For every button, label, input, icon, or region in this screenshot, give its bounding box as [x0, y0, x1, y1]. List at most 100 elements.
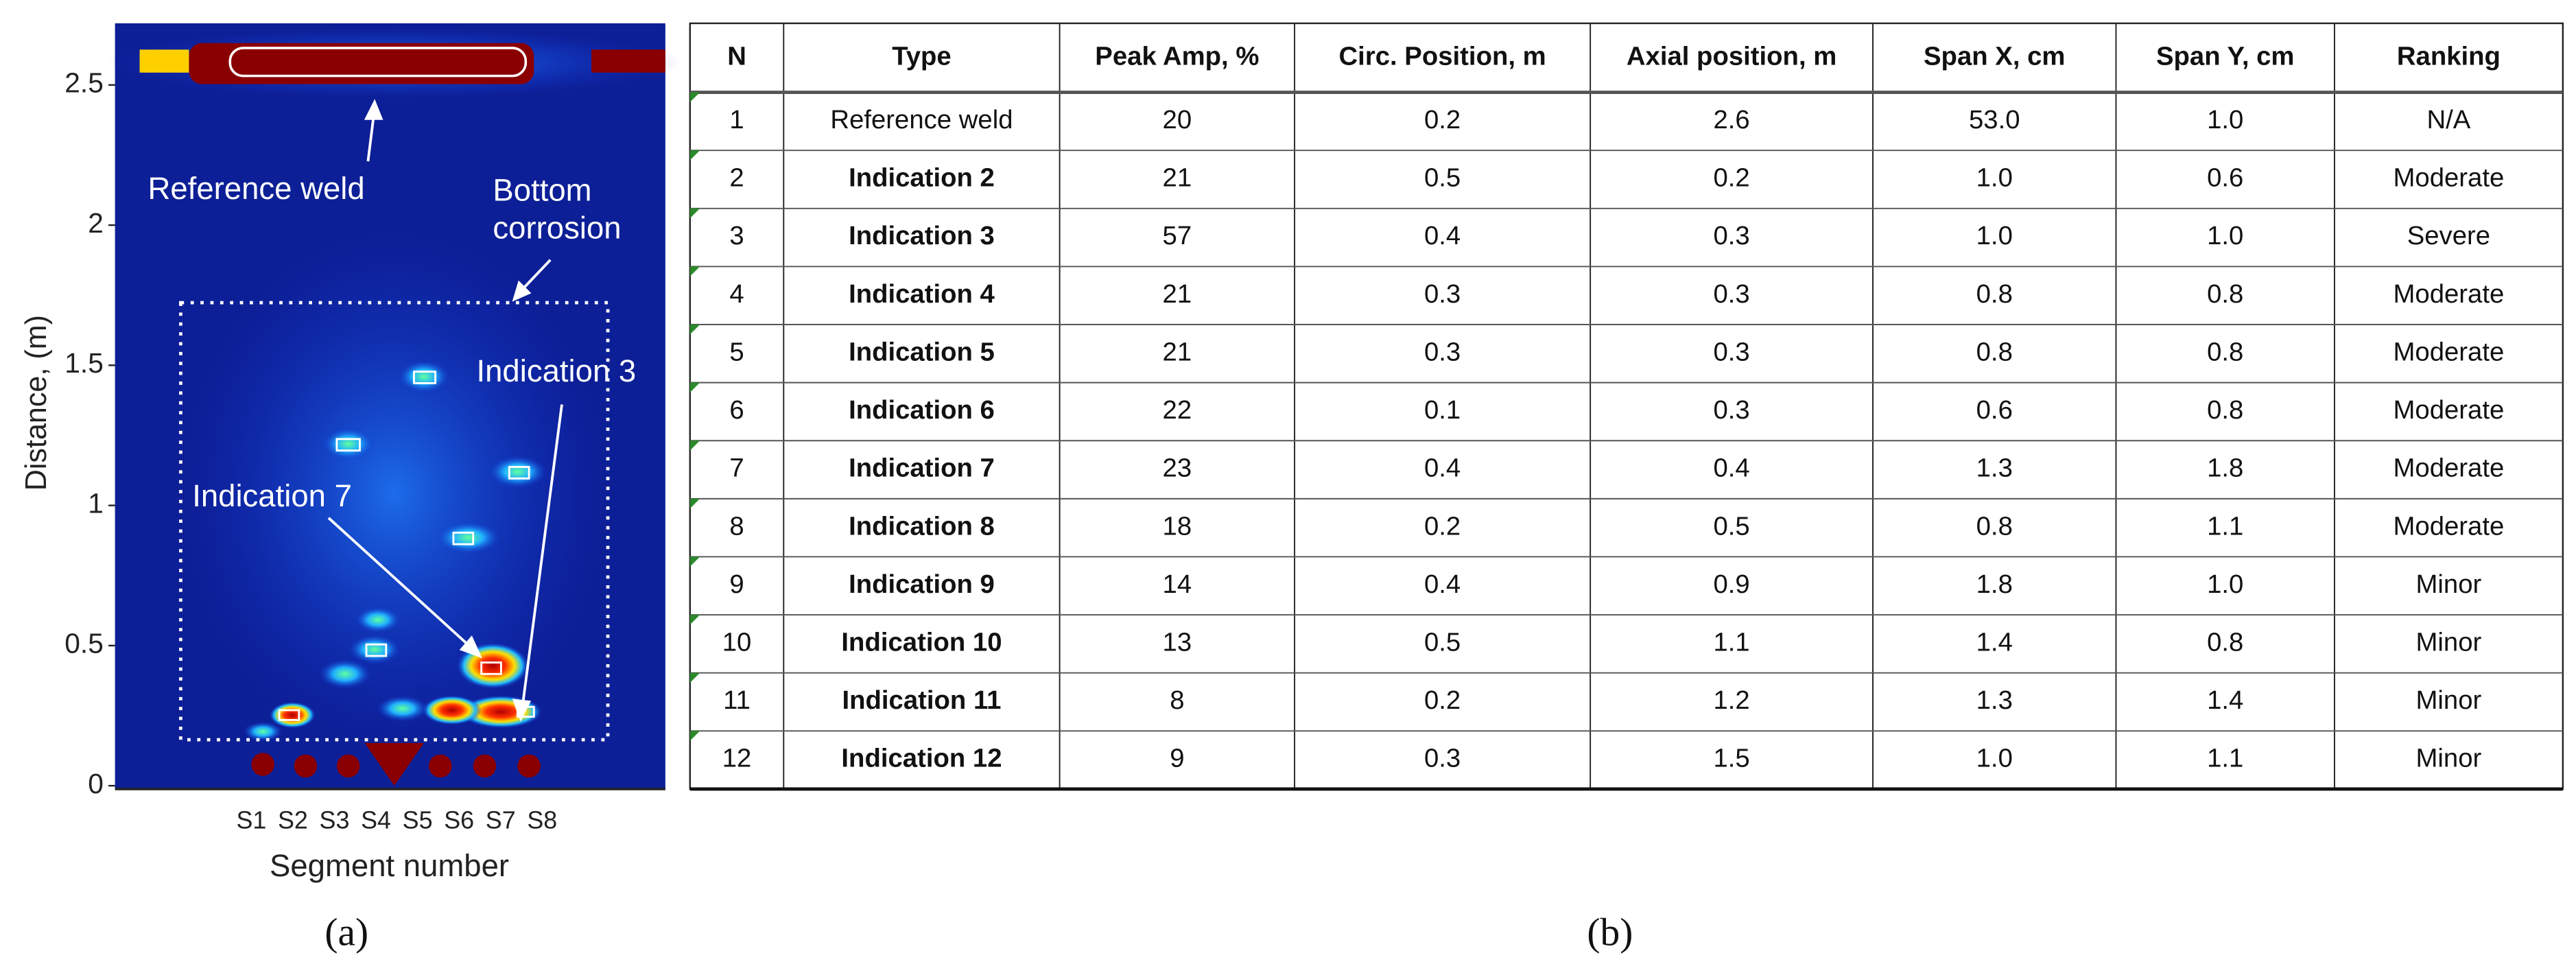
table-cell: 0.1 [1424, 395, 1461, 425]
table-cell: 11 [723, 685, 751, 715]
column-header: Span X, cm [1924, 41, 2065, 71]
table-cell: 8 [1170, 685, 1184, 715]
table-cell: 21 [1163, 279, 1192, 309]
table-cell: 0.8 [2207, 279, 2243, 309]
table-cell: Indication 2 [849, 163, 995, 193]
table-cell: 1.0 [1976, 163, 2013, 193]
column-header: N [727, 41, 746, 71]
table-cell: Indication 4 [849, 279, 995, 309]
table-cell: 20 [1163, 105, 1192, 134]
caption: (a) [324, 911, 368, 954]
table-cell: Moderate [2394, 337, 2505, 366]
table-cell: 0.6 [1976, 395, 2013, 425]
table-cell: 1.0 [1976, 221, 2013, 250]
table-cell: 12 [722, 744, 752, 773]
table-cell: 53.0 [1969, 105, 2020, 134]
table-cell: 0.3 [1424, 337, 1461, 366]
table-cell: Indication 5 [849, 337, 995, 366]
column-header: Span Y, cm [2156, 41, 2295, 71]
table-cell: 57 [1163, 221, 1192, 250]
segment-label: S2 [278, 806, 308, 834]
table-cell: 9 [729, 569, 744, 599]
table-cell: 0.8 [2207, 628, 2243, 657]
table-cell: 0.4 [1424, 569, 1461, 599]
column-header: Ranking [2397, 41, 2501, 71]
table-cell: 0.8 [2207, 337, 2243, 366]
table-cell: 1.0 [2207, 105, 2243, 134]
y-axis-label: Distance, (m) [20, 315, 53, 491]
table-cell: 1.3 [1976, 454, 2013, 483]
table-cell: 3 [729, 221, 744, 250]
table-cell: 0.4 [1424, 454, 1461, 483]
annotation: Bottom [493, 173, 591, 208]
x-axis-label: Segment number [270, 848, 509, 883]
table-cell: 21 [1163, 337, 1192, 366]
table-cell: 0.5 [1424, 628, 1461, 657]
table-cell: 1.1 [2207, 511, 2243, 541]
table-cell: 0.2 [1424, 105, 1461, 134]
cell-marker [689, 92, 700, 102]
table-cell: 1.0 [2207, 569, 2243, 599]
table-cell: 21 [1163, 163, 1192, 193]
table-cell: 1.2 [1713, 685, 1749, 715]
table-cell: 5 [729, 337, 744, 366]
y-tick-label: 1.5 [64, 347, 104, 379]
table: N Type Peak Amp, % Circ. Position, m Axial p… [689, 22, 2564, 791]
y-tick-label: 0.5 [64, 628, 104, 659]
table-cell: Moderate [2394, 454, 2505, 483]
cell-marker [689, 325, 700, 335]
table-cell: 0.2 [1713, 163, 1749, 193]
table-cell: 1.8 [1976, 569, 2013, 599]
cell-marker [689, 672, 700, 683]
cell-marker [689, 150, 700, 161]
table-cell: 0.8 [1976, 337, 2013, 366]
table-cell: Moderate [2394, 279, 2505, 309]
caption: (b) [1587, 911, 1633, 954]
table-cell: N/A [2426, 105, 2470, 134]
table-cell: Indication 10 [841, 628, 1002, 657]
heatmap [106, 23, 682, 790]
table-cell: 14 [1163, 569, 1192, 599]
table-cell: 0.6 [2207, 163, 2243, 193]
table-cell: Minor [2416, 628, 2482, 657]
table-cell: 1.3 [1976, 685, 2013, 715]
table-cell: 18 [1163, 511, 1192, 541]
y-tick-label: 2 [88, 207, 104, 239]
cell-marker [689, 556, 700, 567]
segment-label: S3 [320, 806, 350, 834]
table-cell: 0.3 [1424, 279, 1461, 309]
table-cell: 1.0 [1976, 744, 2013, 773]
annotation: Indication 7 [192, 478, 352, 513]
table-cell: 4 [729, 279, 744, 309]
table-cell: 0.4 [1713, 454, 1749, 483]
annotation: Indication 3 [476, 353, 636, 388]
table-cell: 0.3 [1713, 221, 1749, 250]
table-cell: Reference weld [830, 105, 1013, 134]
y-tick-label: 2.5 [64, 67, 104, 99]
segment-label: S5 [403, 806, 433, 834]
table-cell: Minor [2416, 569, 2482, 599]
table-cell: 1.1 [1713, 628, 1749, 657]
table-cell: Minor [2416, 744, 2482, 773]
segment-label: S1 [236, 806, 266, 834]
annotations: Reference weld Bottom corrosion Indicati… [148, 171, 637, 513]
table-cell: Minor [2416, 685, 2482, 715]
column-header: Axial position, m [1627, 41, 1836, 71]
table-cell: 22 [1163, 395, 1192, 425]
column-header: Type [892, 41, 952, 71]
table-cell: 1.4 [1976, 628, 2013, 657]
table-cell: 2.6 [1713, 105, 1749, 134]
y-tick-label: 0 [88, 768, 104, 799]
table-cell: Indication 9 [849, 569, 995, 599]
segment-label: S4 [361, 806, 391, 834]
segment-label: S7 [486, 806, 516, 834]
column-header: Peak Amp, % [1095, 41, 1259, 71]
table-cell: 8 [729, 511, 744, 541]
table-cell: 0.2 [1424, 511, 1461, 541]
table-cell: Moderate [2394, 163, 2505, 193]
table-cell: 0.5 [1424, 163, 1461, 193]
column-header: Circ. Position, m [1339, 41, 1546, 71]
segment-label: S8 [527, 806, 557, 834]
